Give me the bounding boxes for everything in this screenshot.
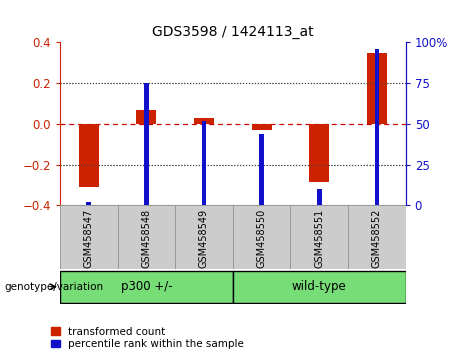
Bar (367, 53, 387, 124)
Text: p300 +/-: p300 +/- (121, 280, 172, 292)
Bar (348, 205, 406, 269)
Bar (233, 205, 290, 269)
Text: GSM458550: GSM458550 (257, 209, 266, 268)
Text: GSM458549: GSM458549 (199, 209, 209, 268)
Text: GSM458551: GSM458551 (314, 209, 324, 268)
Bar (79, 124, 99, 187)
Bar (259, 134, 264, 205)
Bar (309, 124, 329, 182)
Bar (317, 189, 321, 205)
Bar (374, 49, 379, 205)
Bar (60, 205, 118, 269)
Bar (252, 124, 272, 130)
Bar (86, 202, 91, 205)
Bar (233, 271, 406, 303)
Bar (201, 121, 206, 205)
Legend: transformed count, percentile rank within the sample: transformed count, percentile rank withi… (51, 327, 244, 349)
Title: GDS3598 / 1424113_at: GDS3598 / 1424113_at (152, 25, 313, 39)
Bar (194, 118, 214, 124)
Bar (175, 205, 233, 269)
Text: GSM458548: GSM458548 (142, 209, 151, 268)
Bar (118, 205, 175, 269)
Bar (136, 110, 156, 124)
Text: GSM458547: GSM458547 (84, 209, 94, 268)
Bar (60, 271, 233, 303)
Bar (290, 205, 348, 269)
Text: genotype/variation: genotype/variation (5, 282, 104, 292)
Bar (144, 83, 148, 205)
Text: GSM458552: GSM458552 (372, 209, 382, 268)
Text: wild-type: wild-type (292, 280, 347, 292)
